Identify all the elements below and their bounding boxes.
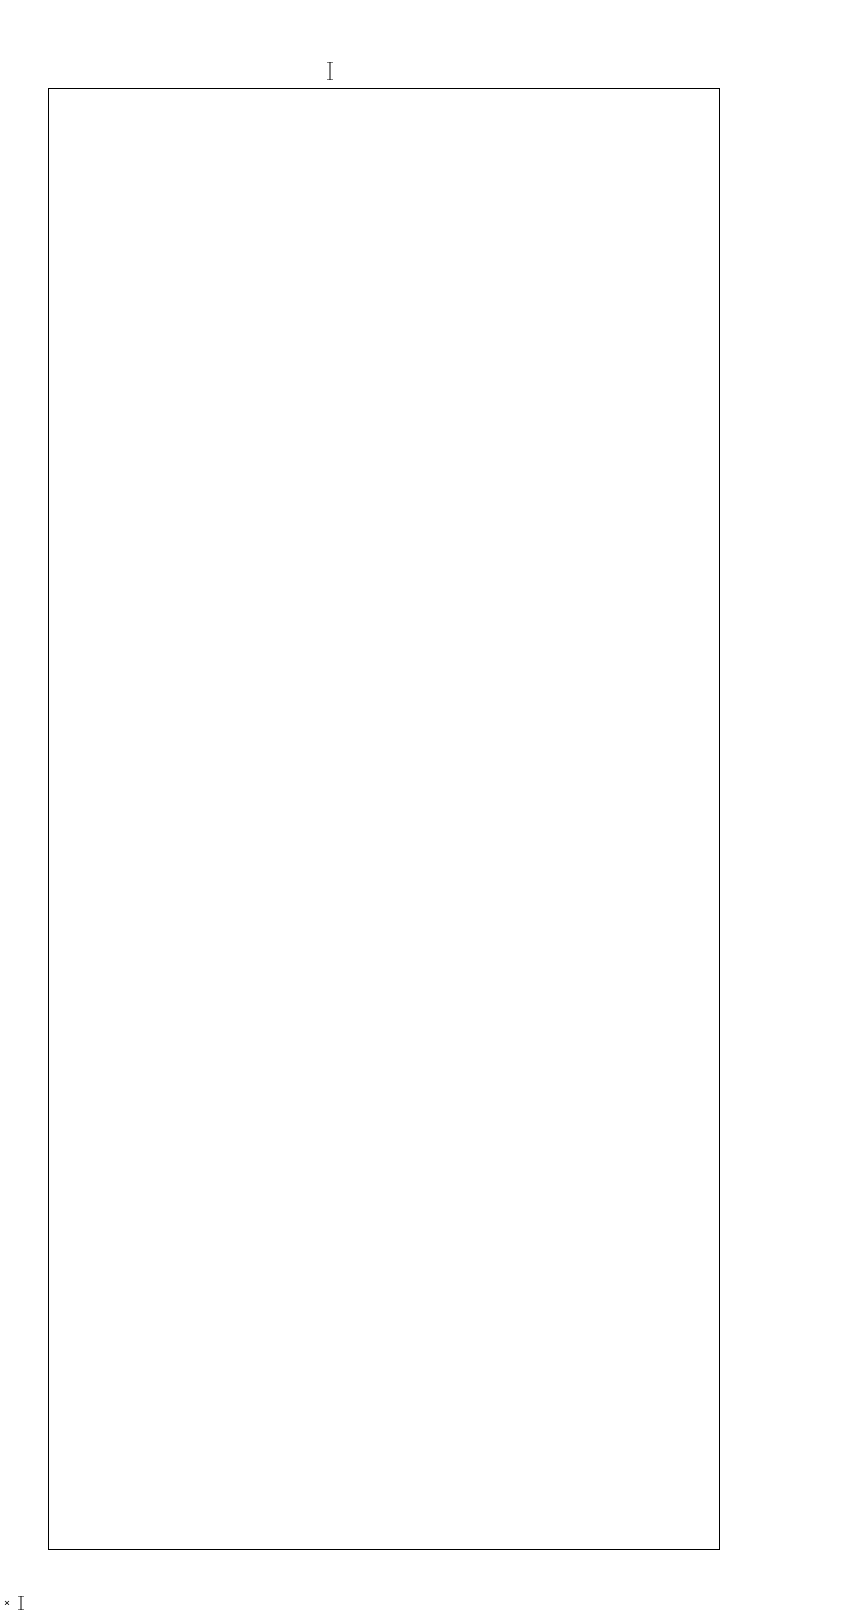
x-axis [48, 1548, 718, 1578]
seismogram-plot [48, 88, 720, 1550]
seismogram-container: × [0, 0, 850, 1613]
header-scale-bar [325, 62, 335, 80]
footer-scale: × [4, 1596, 26, 1610]
